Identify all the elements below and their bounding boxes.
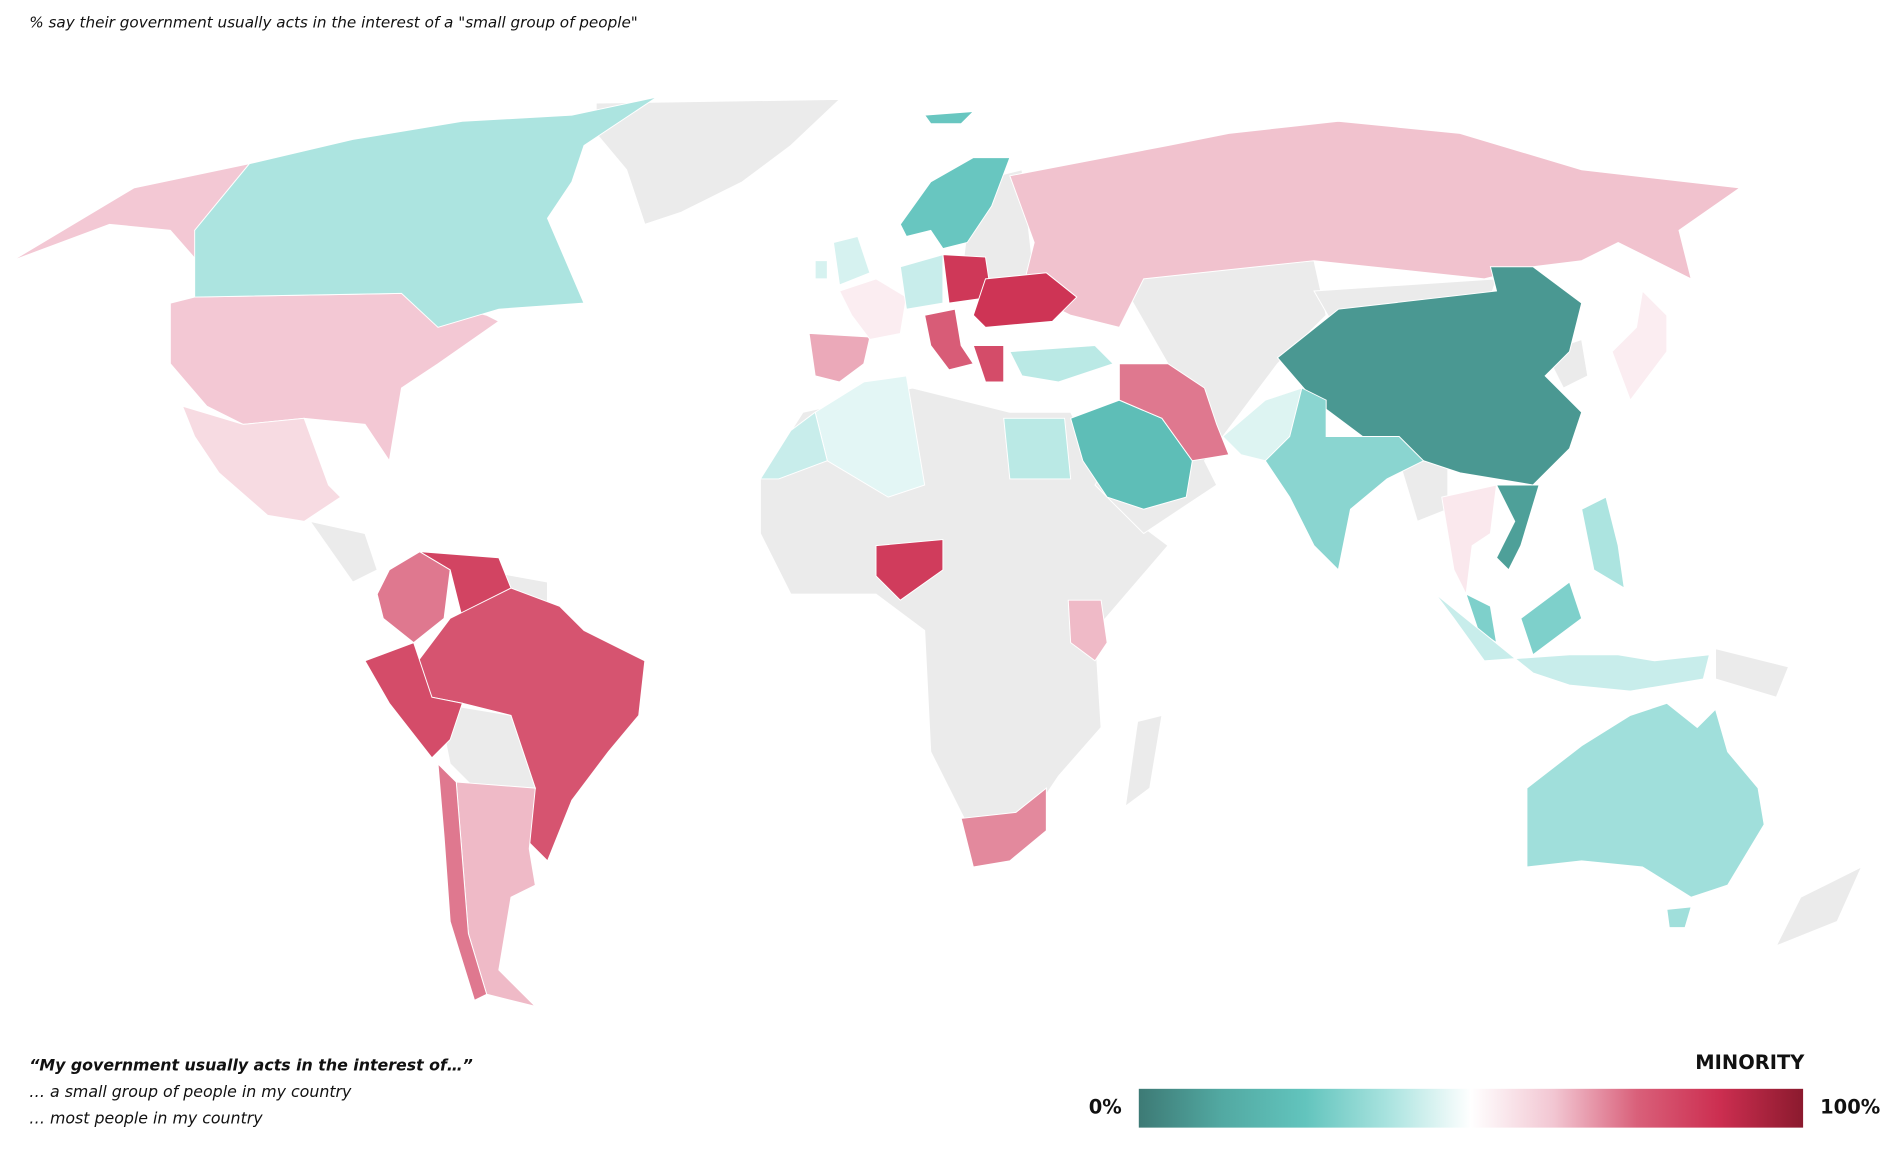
country	[194, 96, 658, 328]
country	[364, 641, 463, 759]
country	[181, 405, 342, 522]
country	[1222, 387, 1303, 462]
country	[1495, 484, 1540, 571]
country	[759, 411, 828, 480]
country	[1526, 702, 1765, 898]
country	[169, 292, 500, 463]
legend-item: … most people in my country	[29, 1109, 263, 1128]
legend-title: “My government usually acts in the inter…	[29, 1055, 473, 1074]
country	[924, 308, 975, 371]
country	[1009, 120, 1742, 328]
country	[923, 110, 975, 125]
country	[899, 157, 1011, 250]
country	[1611, 289, 1668, 402]
country	[1520, 581, 1583, 656]
country	[376, 551, 451, 644]
country	[972, 272, 1078, 328]
country	[814, 260, 828, 280]
country	[1118, 363, 1230, 462]
country	[838, 278, 907, 341]
legend-item: … a small group of people in my country	[29, 1082, 352, 1101]
scale-tick-label: 100%	[1820, 1096, 1880, 1119]
country	[808, 332, 871, 383]
country	[899, 253, 944, 310]
scale-title: MINORITY	[1695, 1051, 1805, 1074]
country	[1067, 599, 1108, 662]
country	[832, 235, 871, 286]
country	[960, 787, 1047, 868]
country	[1003, 417, 1072, 480]
map-title: % say their government usually acts in t…	[29, 14, 638, 32]
country	[1264, 387, 1425, 571]
country	[972, 345, 1005, 383]
country	[1441, 484, 1498, 596]
country	[1666, 906, 1692, 929]
country	[1465, 593, 1498, 644]
country	[1009, 345, 1115, 383]
color-scale-bar	[1138, 1088, 1804, 1128]
no-data-land	[309, 98, 1863, 947]
country	[1581, 496, 1625, 590]
country	[1435, 593, 1711, 692]
country	[875, 539, 944, 601]
country	[437, 762, 488, 1002]
scale-tick-label: 0%	[1089, 1096, 1122, 1119]
